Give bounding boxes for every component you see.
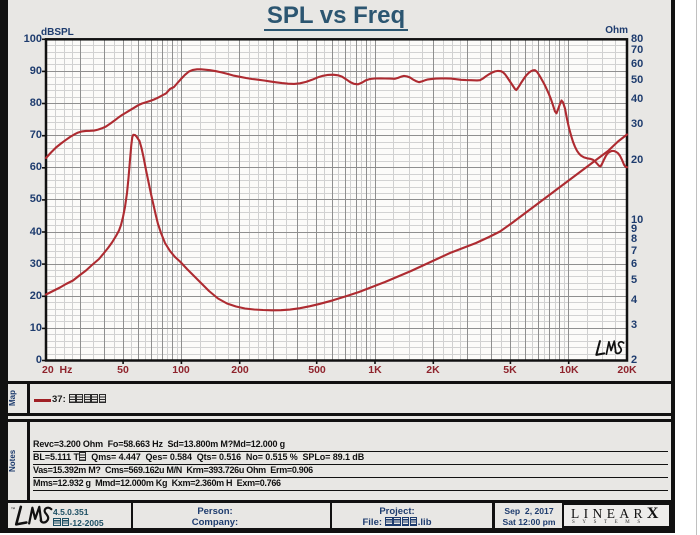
svg-text:™: ™ [11, 507, 16, 512]
